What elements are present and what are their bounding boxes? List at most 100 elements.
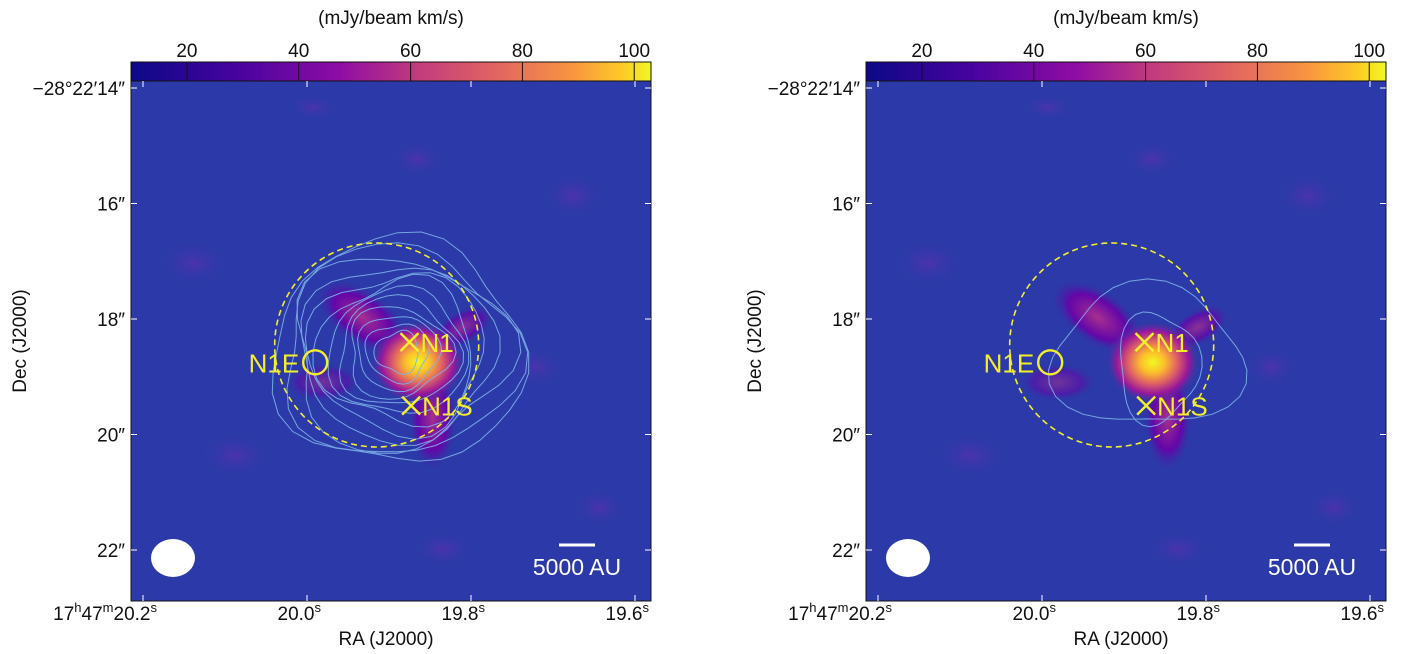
map-frame bbox=[130, 80, 652, 602]
x-tick-seconds: 19.8 bbox=[442, 604, 479, 625]
emission-peak bbox=[1104, 320, 1201, 405]
source-circle-n1e bbox=[1036, 349, 1064, 376]
colorbar-label: (mJy/beam km/s) bbox=[1053, 8, 1199, 29]
emission-peak bbox=[369, 320, 466, 405]
emission-arm bbox=[1017, 362, 1098, 403]
panels: 20 40 60 80 100 (mJy/beam km/s) N1 N1S N1E 5000 A… bbox=[10, 8, 1387, 650]
x-tick-s: s bbox=[1378, 600, 1385, 615]
x-tick-m: m bbox=[838, 600, 849, 615]
x-tick-label: 19.6s bbox=[606, 600, 650, 625]
x-tick-s: s bbox=[315, 600, 322, 615]
x-tick-s: s bbox=[151, 600, 158, 615]
x-tick-seconds: 20.2 bbox=[114, 604, 151, 625]
contour-level bbox=[351, 306, 457, 400]
contour-level bbox=[327, 284, 470, 414]
scale-bar-label: 5000 AU bbox=[1268, 554, 1356, 580]
x-axis-label: RA (J2000) bbox=[1073, 629, 1168, 650]
x-tick-s: s bbox=[1050, 600, 1057, 615]
y-axis: −28°22′14″ 16″ 18″ 20″ 22″ Dec (J2000) bbox=[745, 79, 1386, 562]
contour-level bbox=[364, 323, 430, 385]
colorbar-gradient bbox=[130, 61, 652, 82]
emission-blob bbox=[538, 170, 608, 221]
beam-ellipse bbox=[886, 539, 930, 577]
contours bbox=[1047, 278, 1248, 428]
source-cross-n1s bbox=[401, 395, 421, 416]
source-label: N1 bbox=[421, 328, 454, 358]
y-tick-label: 16″ bbox=[97, 195, 125, 216]
colorbar-tick-label: 40 bbox=[288, 41, 309, 62]
x-tick-label: 19.8s bbox=[442, 600, 486, 625]
emission-blob bbox=[888, 238, 969, 288]
y-tick-label: 18″ bbox=[97, 310, 125, 331]
source-label: N1 bbox=[1156, 328, 1189, 358]
emission-blob bbox=[387, 139, 447, 179]
colorbar-tick-label: 80 bbox=[512, 41, 533, 62]
x-tick-seconds: 19.6 bbox=[1341, 604, 1378, 625]
emission-blob bbox=[153, 238, 234, 288]
source-markers: N1 N1S N1E bbox=[249, 328, 473, 422]
y-axis-label: Dec (J2000) bbox=[745, 289, 766, 393]
y-tick-label: −28°22′14″ bbox=[33, 79, 126, 100]
contour-level bbox=[312, 273, 472, 428]
source-label: N1S bbox=[1157, 392, 1208, 422]
x-tick-hours: 17 bbox=[53, 604, 74, 625]
emission-blob bbox=[930, 430, 1010, 481]
x-tick-seconds: 20.0 bbox=[1013, 604, 1050, 625]
contour-level bbox=[357, 316, 442, 393]
aperture-circle bbox=[273, 242, 480, 448]
source-label: N1E bbox=[984, 348, 1035, 378]
y-axis-label: Dec (J2000) bbox=[10, 289, 31, 393]
beam-ellipse bbox=[151, 539, 195, 577]
x-tick-label: 20.0s bbox=[278, 600, 322, 625]
contour-level bbox=[1119, 311, 1203, 428]
source-circle-n1e bbox=[302, 349, 329, 376]
x-tick-minutes: 47 bbox=[817, 604, 838, 625]
scale-bar-label: 5000 AU bbox=[533, 554, 621, 580]
y-axis: −28°22′14″ 16″ 18″ 20″ 22″ Dec (J2000) bbox=[10, 79, 651, 562]
x-tick-label: 19.8s bbox=[1177, 600, 1221, 625]
colorbar-tick-label: 20 bbox=[911, 41, 932, 62]
source-label: N1E bbox=[249, 348, 300, 378]
y-tick-label: 22″ bbox=[97, 541, 125, 562]
colorbar: 20 40 60 80 100 (mJy/beam km/s) bbox=[130, 8, 652, 82]
emission-blob bbox=[1143, 529, 1213, 569]
x-tick-minutes: 47 bbox=[82, 604, 103, 625]
colorbar-gradient bbox=[865, 61, 1387, 82]
contour-level bbox=[300, 267, 501, 446]
source-label: N1S bbox=[422, 392, 473, 422]
source-markers: N1 N1S N1E bbox=[984, 328, 1208, 422]
aperture-circle bbox=[1008, 242, 1215, 448]
x-tick-seconds: 20.0 bbox=[278, 604, 315, 625]
colorbar-tick-label: 60 bbox=[1135, 41, 1156, 62]
y-tick-label: 20″ bbox=[97, 426, 125, 447]
emission-blob bbox=[569, 485, 629, 530]
x-tick-label: 20.0s bbox=[1013, 600, 1057, 625]
x-tick-s: s bbox=[479, 600, 486, 615]
source-cross-n1 bbox=[1134, 332, 1155, 352]
map-image bbox=[131, 81, 651, 601]
x-tick-h: h bbox=[74, 600, 81, 615]
x-tick-label: 17h47m20.2s bbox=[788, 600, 892, 625]
x-tick-label: 19.6s bbox=[1341, 600, 1385, 625]
x-axis-label: RA (J2000) bbox=[338, 629, 433, 650]
emission-blob bbox=[1241, 345, 1302, 389]
emission-blob bbox=[408, 529, 478, 569]
emission-blob bbox=[1122, 139, 1182, 179]
contour-level bbox=[1047, 278, 1248, 420]
x-tick-s: s bbox=[886, 600, 893, 615]
x-tick-seconds: 19.6 bbox=[606, 604, 643, 625]
map-frame bbox=[865, 80, 1387, 602]
contour-level bbox=[338, 294, 465, 404]
colorbar: 20 40 60 80 100 (mJy/beam km/s) bbox=[865, 8, 1387, 82]
emission-blob bbox=[1020, 93, 1076, 121]
x-tick-hours: 17 bbox=[788, 604, 809, 625]
colorbar-tick-label: 100 bbox=[1353, 41, 1385, 62]
y-tick-label: 16″ bbox=[832, 195, 860, 216]
x-tick-s: s bbox=[643, 600, 650, 615]
emission-blob bbox=[195, 430, 275, 481]
x-tick-h: h bbox=[809, 600, 816, 615]
